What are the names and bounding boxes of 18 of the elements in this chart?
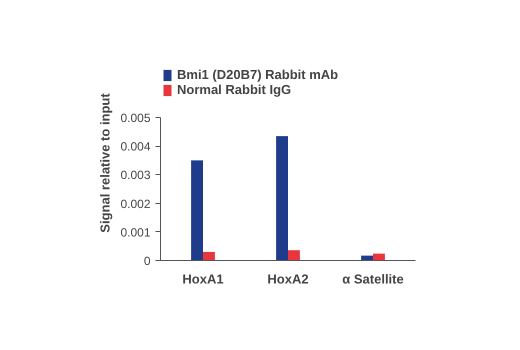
bar	[361, 256, 373, 260]
legend-label: Normal Rabbit IgG	[177, 82, 292, 97]
bar	[276, 136, 288, 260]
x-tick-label: HoxA2	[267, 272, 309, 286]
x-tick-label: HoxA1	[182, 272, 224, 286]
bar	[288, 250, 300, 260]
y-tick-label: 0.003	[120, 168, 151, 182]
y-tick-label: 0	[144, 254, 151, 268]
y-tick-label: 0.005	[120, 111, 151, 125]
legend-label: Bmi1 (D20B7) Rabbit mAb	[177, 67, 338, 82]
bar	[203, 252, 215, 260]
y-tick-label: 0.002	[120, 196, 151, 211]
y-tick-label: 0.004	[120, 140, 151, 154]
bar	[191, 160, 203, 260]
x-tick-label: α Satellite	[342, 272, 404, 286]
y-tick-label: 0.001	[120, 225, 151, 240]
y-axis-title: Signal relative to input	[97, 92, 112, 233]
bar	[373, 254, 385, 260]
